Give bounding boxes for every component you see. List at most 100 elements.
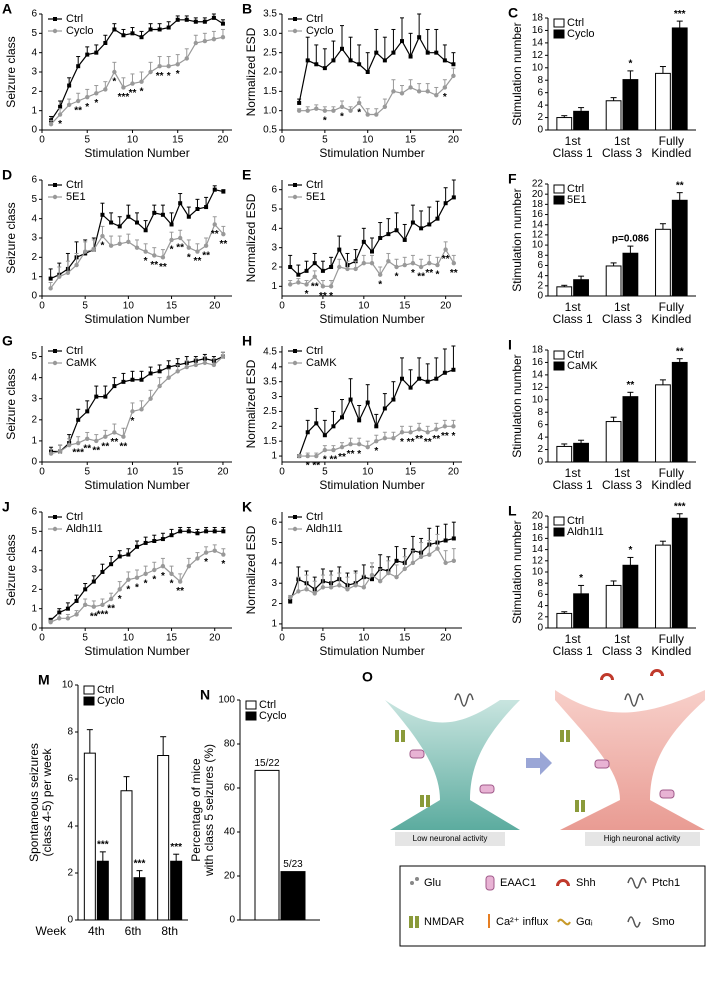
point (304, 268, 309, 273)
point (184, 364, 189, 370)
point (175, 62, 180, 67)
point (370, 577, 374, 582)
bar (83, 752, 96, 921)
point (337, 247, 342, 252)
x-tick-label: Kindled (651, 312, 691, 326)
point (353, 266, 358, 272)
point (108, 243, 114, 248)
legend-box (399, 865, 706, 947)
y-tick-label: 4 (31, 213, 37, 224)
significance: ** (312, 461, 320, 472)
point (48, 276, 53, 281)
y-tick-label: 1 (271, 451, 277, 462)
significance: * (395, 272, 399, 283)
y-tick-label: 10 (532, 394, 544, 405)
point (121, 379, 126, 384)
significance: ** (441, 431, 449, 442)
y-tick-label: 1 (271, 281, 277, 292)
point (312, 274, 317, 279)
label-box (585, 832, 700, 846)
point (451, 367, 456, 372)
point (322, 108, 328, 113)
legend-label: Ctrl (97, 684, 114, 696)
point (166, 25, 171, 30)
significance: * (357, 449, 361, 460)
panel-letter: D (2, 167, 12, 183)
y-tick-label: 4 (31, 372, 37, 383)
point (416, 427, 422, 432)
significance: * (378, 279, 382, 290)
y-tick-label: 10 (532, 567, 544, 578)
point (378, 236, 383, 240)
diagram-label: High neuronal activity (604, 834, 680, 843)
point (157, 63, 162, 69)
legend-icons (409, 875, 647, 928)
point (434, 50, 439, 55)
significance: * (126, 584, 130, 595)
point (320, 284, 326, 289)
legend-label: Ptch1 (652, 877, 680, 889)
point (391, 50, 396, 55)
y-tick-label: 60 (224, 783, 236, 794)
point (117, 241, 122, 246)
legend-label: CaMK (306, 357, 337, 369)
point (417, 35, 422, 40)
significance: * (340, 111, 344, 122)
point (100, 602, 105, 607)
point (195, 249, 200, 254)
point (143, 249, 148, 254)
point (320, 585, 326, 590)
significance: * (323, 115, 327, 126)
point (443, 247, 448, 252)
point (451, 62, 456, 67)
x-tick-label: 20 (217, 467, 229, 478)
point (175, 369, 180, 374)
significance: * (306, 461, 310, 472)
y-tick-label: 4 (537, 270, 543, 281)
significance: ** (627, 380, 635, 391)
point (177, 579, 183, 584)
significance: * (118, 594, 122, 605)
point (337, 264, 342, 270)
y-tick-label: 8 (537, 250, 543, 261)
data-label: 15/22 (254, 758, 279, 769)
x-tick-label: 0 (39, 633, 45, 644)
point (48, 122, 54, 127)
point (391, 436, 396, 441)
x-tick-label: 8th (161, 924, 178, 938)
y-tick-label: 2.0 (263, 67, 277, 78)
point (443, 538, 448, 543)
point (112, 69, 117, 75)
y-tick-label: 12 (532, 555, 544, 566)
x-axis-label: Stimulation Number (319, 312, 424, 326)
panel-letter: L (508, 503, 517, 519)
significance: * (305, 289, 309, 300)
point (314, 62, 319, 67)
receptors (395, 730, 585, 812)
series-line (51, 356, 224, 453)
arrow (526, 751, 552, 775)
legend-marker (53, 17, 57, 21)
legend-label: Ctrl (306, 13, 323, 25)
x-tick-label: 5 (84, 467, 90, 478)
significance: ** (156, 71, 164, 82)
x-tick-label: Fully (659, 134, 684, 148)
y-tick-label: 4 (31, 545, 37, 556)
y-axis-label: Spontaneous seizures (27, 743, 41, 862)
point (220, 35, 226, 40)
x-tick-label: 5 (320, 301, 326, 312)
y-tick-label: 0 (31, 457, 37, 468)
point (339, 444, 345, 450)
x-tick-label: 10 (123, 301, 135, 312)
y-tick-label: 1 (31, 603, 37, 614)
point (296, 589, 301, 594)
point (76, 417, 81, 422)
point (152, 567, 157, 573)
x-tick-label: 5 (82, 633, 88, 644)
significance: * (140, 86, 144, 97)
x-tick-label: 5 (82, 301, 88, 312)
y-tick-label: 4 (537, 600, 543, 611)
point (109, 220, 114, 225)
point (442, 85, 448, 90)
point (361, 260, 367, 266)
